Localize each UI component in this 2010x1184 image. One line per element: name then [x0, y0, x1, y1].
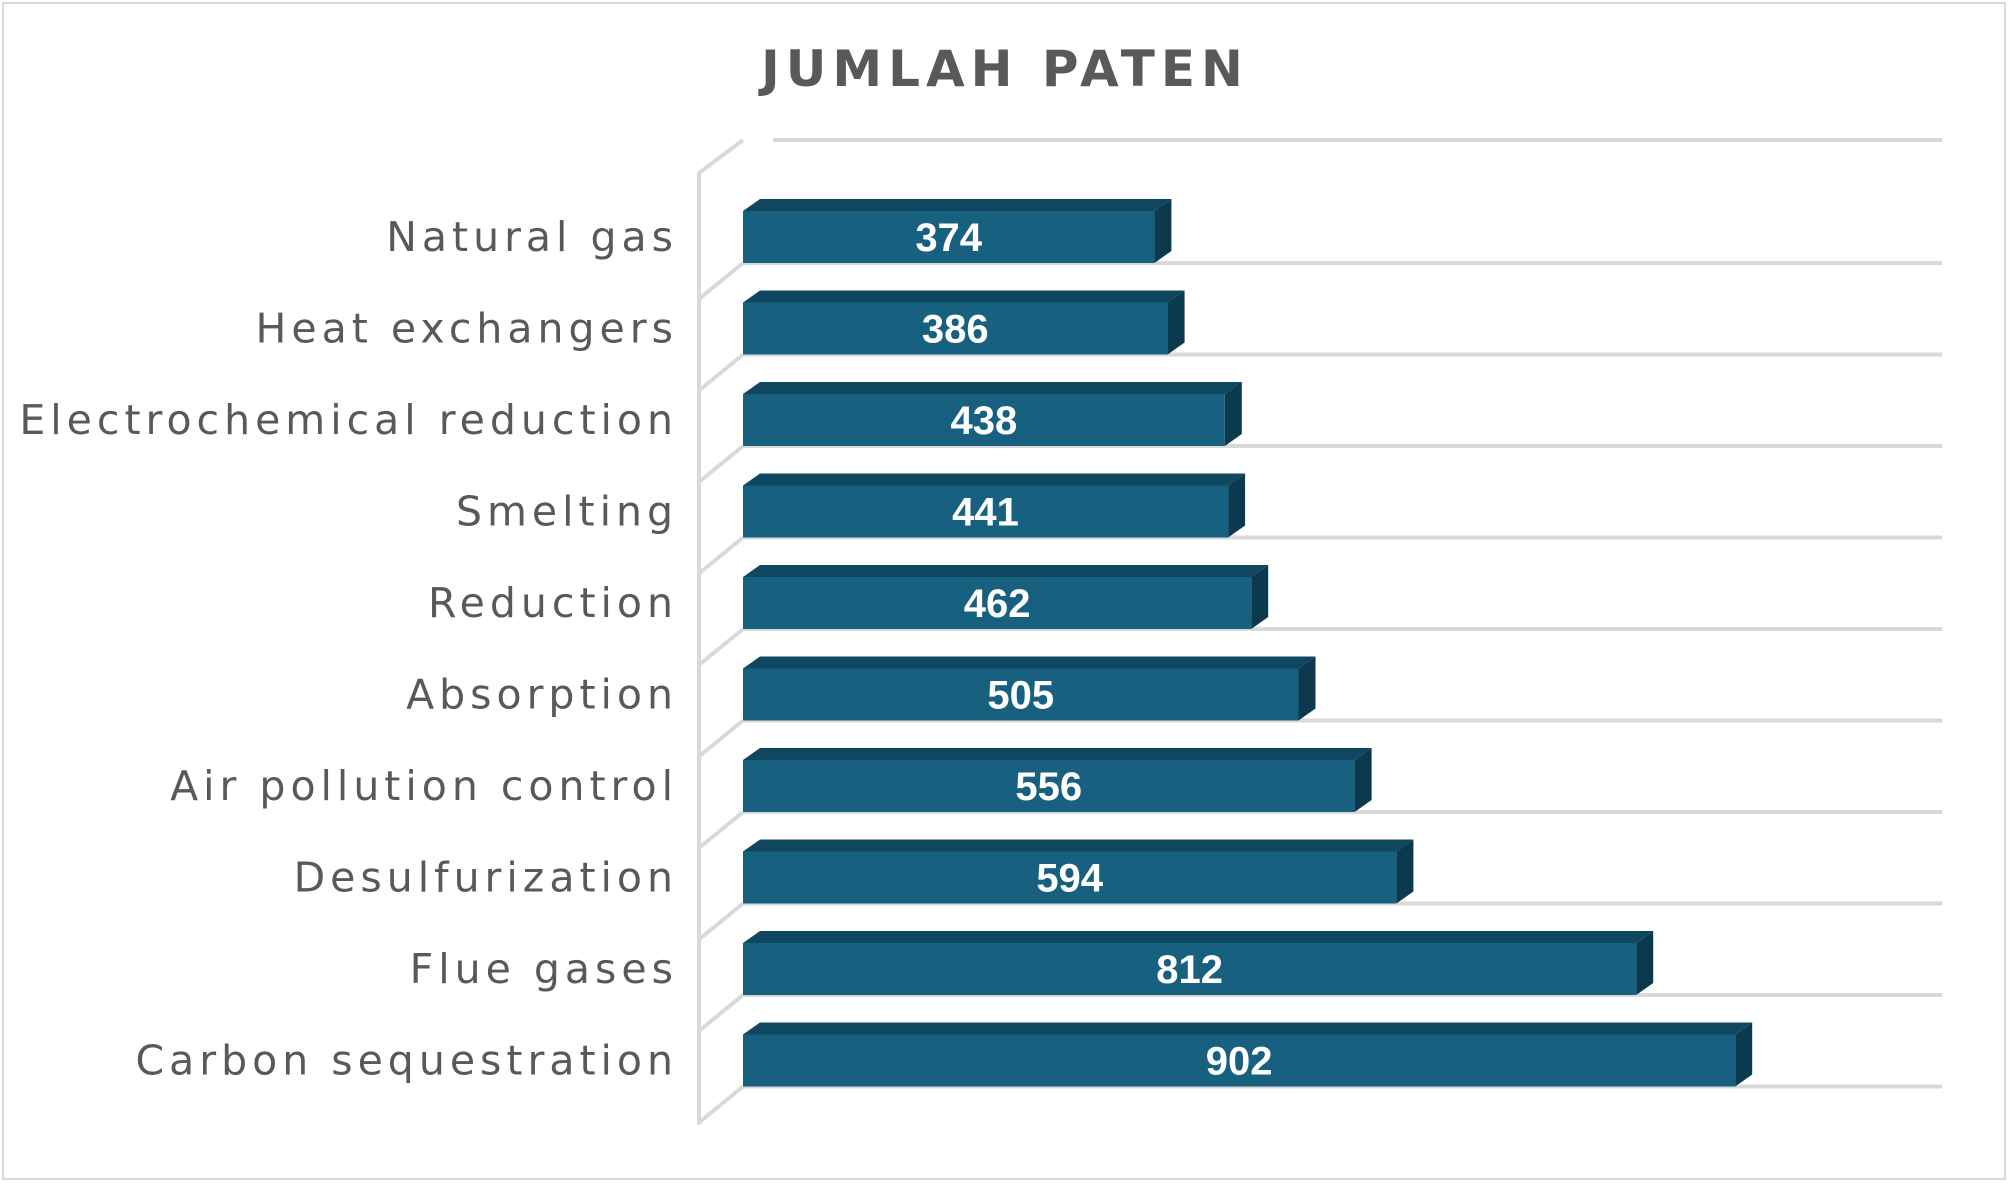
category-label: Natural gas — [386, 213, 678, 261]
bar-front-face — [743, 1034, 1736, 1087]
gridline-diagonal — [697, 993, 745, 1033]
bar-1: 374 — [743, 199, 1172, 263]
bars: 374 386 438 441 462 505 556 594 812 902 — [743, 199, 1753, 1087]
bar-top-face — [743, 473, 1246, 486]
bar-top-face — [743, 565, 1269, 577]
bar-top-face — [743, 748, 1372, 760]
data-label: 438 — [951, 399, 1018, 443]
category-label: Air pollution control — [170, 762, 678, 810]
gridline-diagonal — [697, 810, 745, 850]
bar-2: 386 — [743, 290, 1185, 355]
gridline-diagonal — [697, 352, 745, 393]
gridline-diagonal — [697, 1084, 745, 1125]
bar-side-face — [1154, 199, 1172, 263]
data-label: 441 — [952, 491, 1019, 535]
category-label: Carbon sequestration — [135, 1037, 678, 1085]
data-label: 902 — [1206, 1040, 1273, 1084]
bar-3: 438 — [743, 382, 1242, 446]
gridline-diagonal — [697, 627, 745, 667]
category-label: Absorption — [406, 671, 678, 719]
bar-side-face — [1298, 656, 1316, 721]
bar-front-face — [743, 394, 1225, 446]
bar-4: 441 — [743, 473, 1246, 538]
bar-side-face — [1224, 382, 1242, 446]
data-label: 594 — [1036, 857, 1103, 901]
chart-title: JUMLAH PATEN — [761, 40, 1249, 98]
category-label: Flue gases — [410, 945, 678, 993]
data-label: 556 — [1015, 765, 1082, 809]
bar-10: 902 — [743, 1022, 1753, 1087]
category-label: Desulfurization — [294, 854, 678, 902]
category-label: Electrochemical reduction — [19, 396, 678, 444]
bar-top-face — [743, 1022, 1753, 1035]
gridline-diagonal — [697, 535, 745, 576]
bar-top-face — [743, 839, 1414, 852]
bar-top-face — [743, 931, 1654, 943]
bar-side-face — [1636, 931, 1654, 995]
bar-top-face — [743, 290, 1185, 303]
bar-9: 812 — [743, 931, 1654, 995]
data-label: 462 — [964, 582, 1031, 626]
side-wall — [697, 138, 745, 1125]
bar-5: 462 — [743, 565, 1269, 629]
bar-front-face — [743, 485, 1229, 538]
bar-8: 594 — [743, 839, 1414, 904]
bar-side-face — [1167, 290, 1185, 355]
bar-top-face — [743, 199, 1172, 211]
bar-front-face — [743, 943, 1637, 995]
category-label: Reduction — [428, 579, 678, 627]
gridline-diagonal — [697, 901, 745, 942]
gridline-diagonal — [697, 718, 745, 759]
gridline-diagonal — [697, 261, 745, 301]
data-label: 812 — [1156, 948, 1223, 992]
bar-front-face — [743, 302, 1168, 355]
bar-top-face — [743, 382, 1242, 394]
category-label: Smelting — [456, 488, 678, 536]
bar-top-face — [743, 656, 1316, 669]
category-labels: Natural gas Heat exchangers Electrochemica… — [19, 213, 678, 1085]
bar-6: 505 — [743, 656, 1316, 721]
bar-front-face — [743, 577, 1252, 629]
bar-side-face — [1354, 748, 1372, 812]
bar-side-face — [1251, 565, 1269, 629]
data-label: 386 — [922, 308, 989, 352]
bar-side-face — [1228, 473, 1246, 538]
bar-7: 556 — [743, 748, 1372, 812]
category-label: Heat exchangers — [256, 305, 678, 353]
data-label: 505 — [987, 674, 1054, 718]
bar-side-face — [1735, 1022, 1753, 1087]
bar-front-face — [743, 851, 1397, 904]
bar-side-face — [1396, 839, 1414, 904]
data-label: 374 — [915, 216, 982, 260]
gridline-diagonal — [697, 444, 745, 484]
bar-front-face — [743, 760, 1355, 812]
bar-front-face — [743, 668, 1299, 721]
bar-front-face — [743, 211, 1155, 263]
